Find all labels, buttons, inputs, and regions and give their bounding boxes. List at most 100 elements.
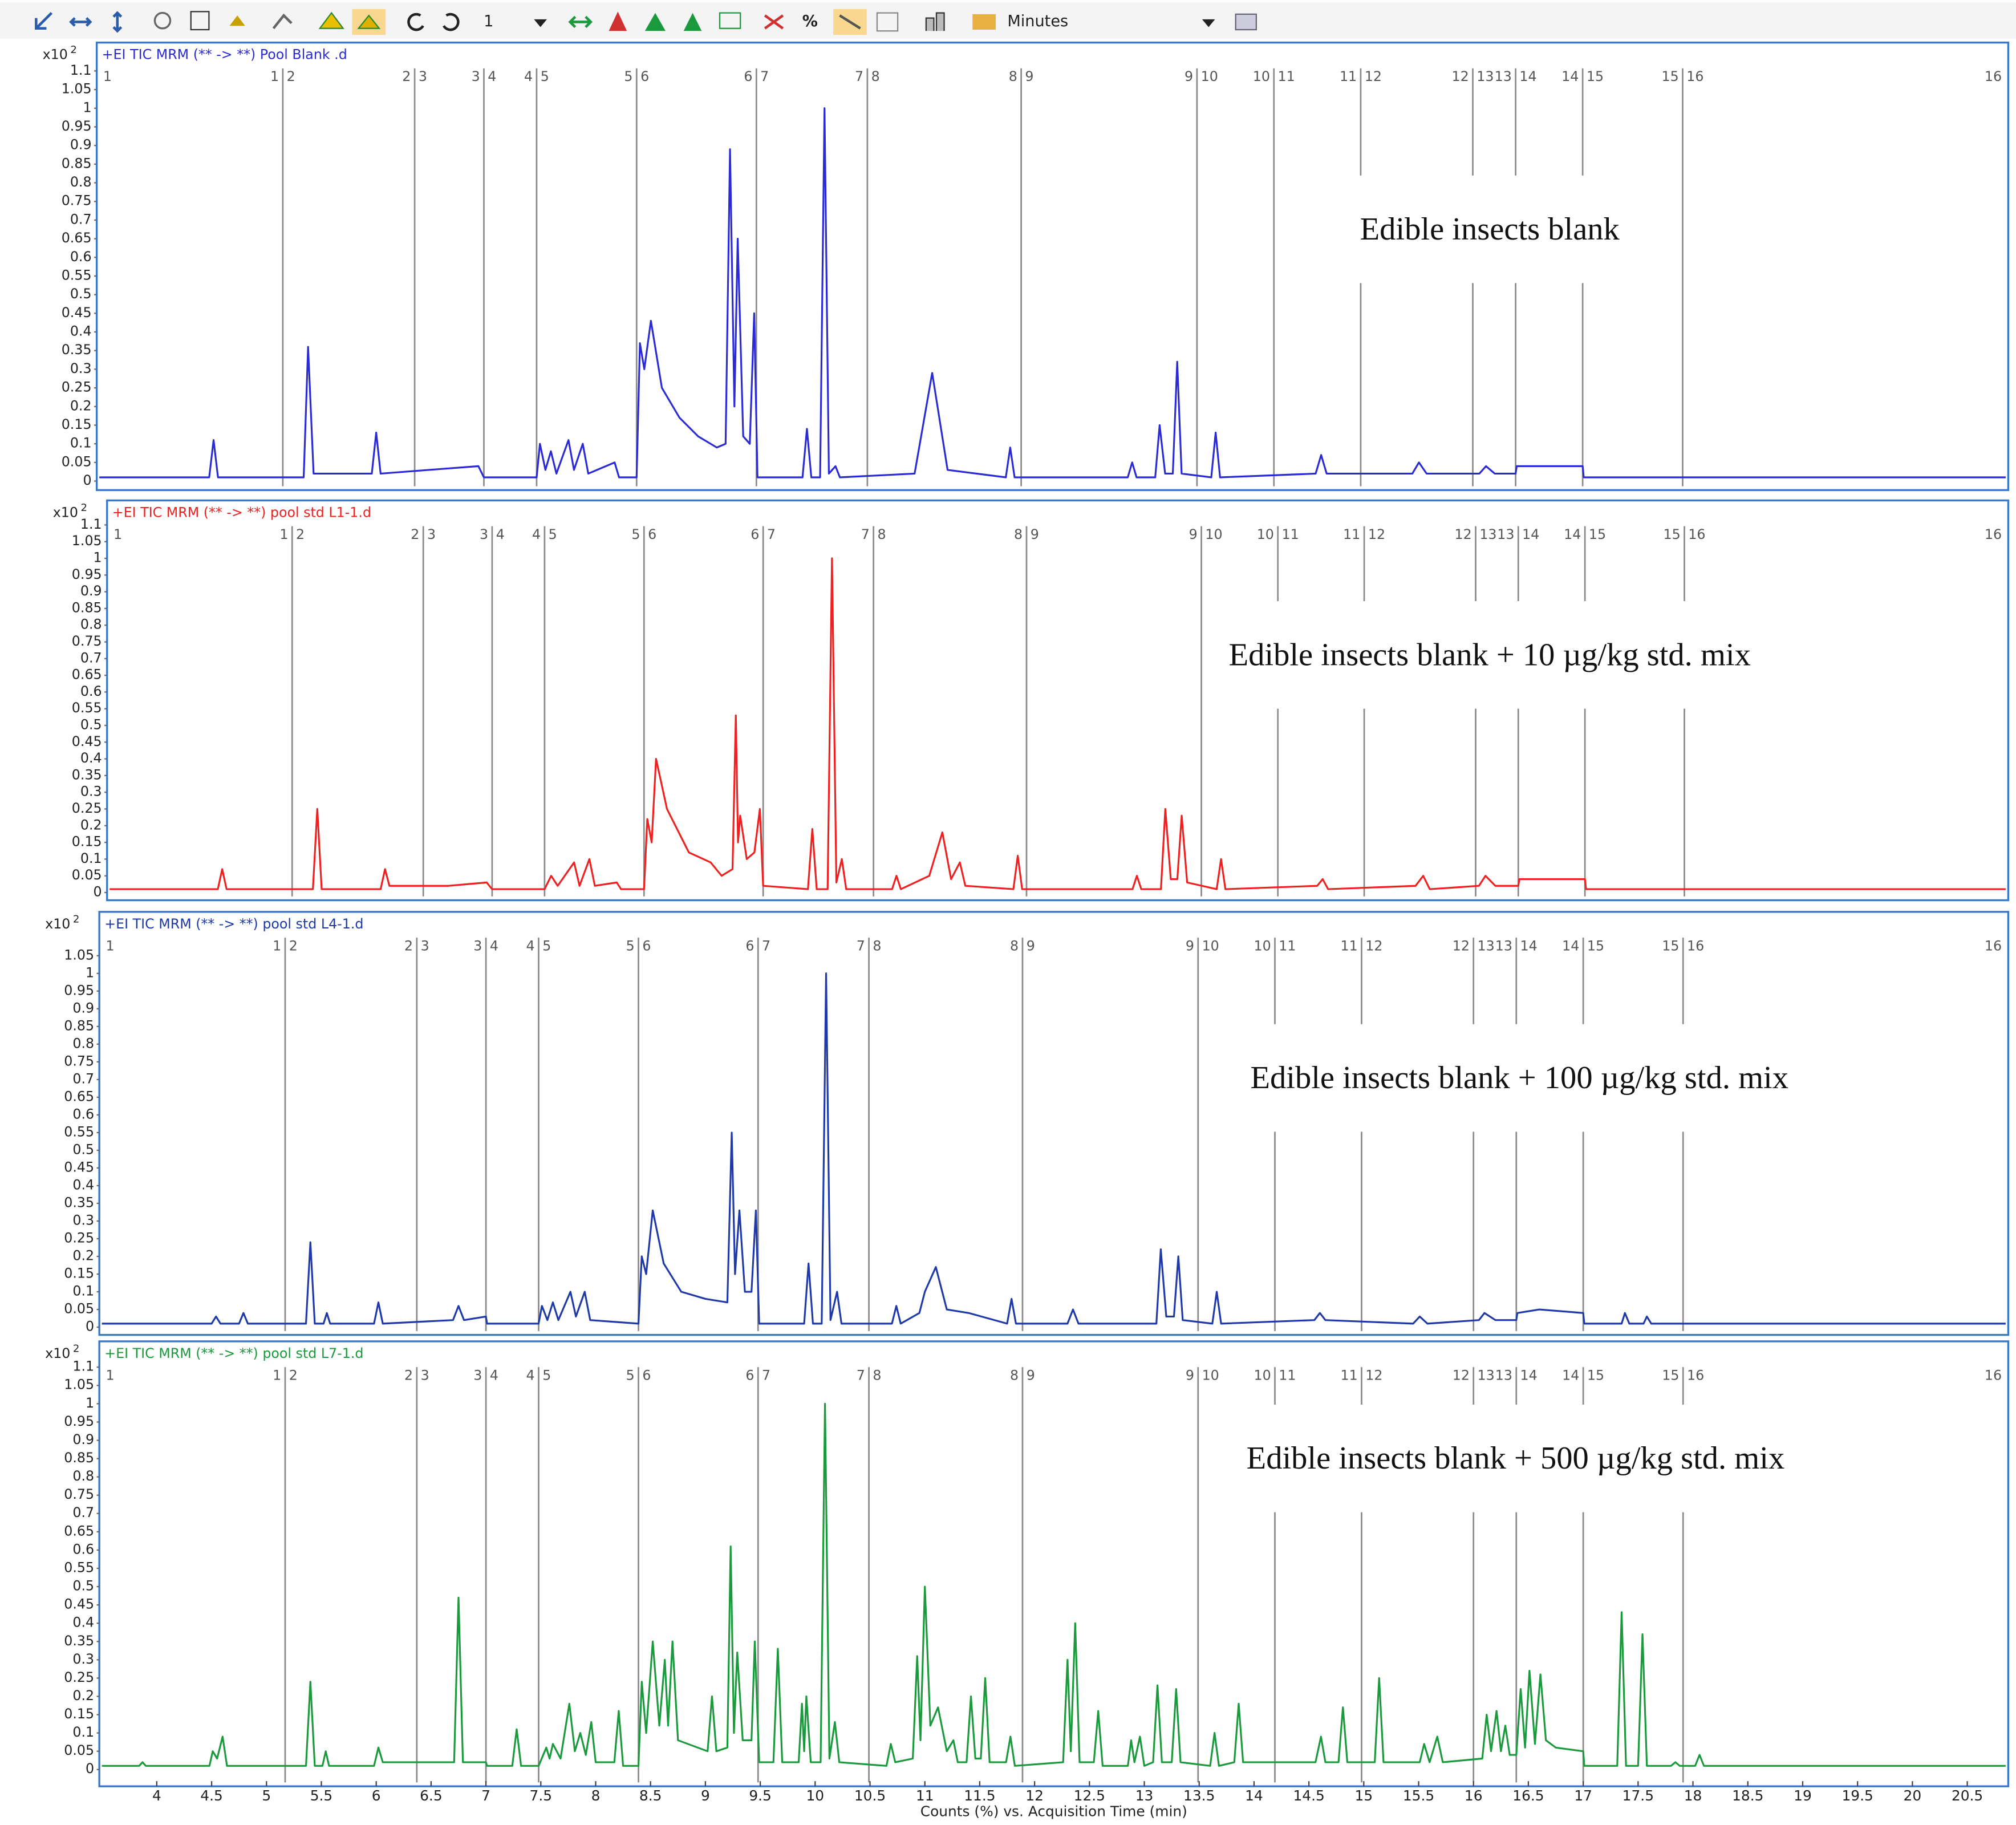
segment-label: 1 [103,68,112,84]
segment-label: 1 [273,1368,281,1384]
segment-label: 13 [1479,526,1496,542]
segment-label: 7 [857,938,865,954]
tool-icon[interactable] [272,13,293,30]
segment-label: 3 [473,1368,482,1384]
y-tick-label: 1 [86,1395,94,1411]
segment-label: 6 [642,1368,651,1384]
y-tick-label: 0.9 [80,583,102,599]
x-tick-label: 20 [1904,1787,1922,1804]
y-tick-label: 0.15 [64,1266,94,1281]
y-tick-label: 0.85 [64,1450,94,1466]
segment-label: 6 [745,1368,754,1384]
y-tick-label: 0.15 [72,834,102,850]
segment-label: 2 [287,68,295,84]
segment-label: 13 [1495,1368,1512,1384]
segment-label: 7 [762,1368,770,1384]
x-tick-label: 14 [1245,1787,1263,1804]
segment-label: 3 [480,526,488,542]
y-tick-label: 0.2 [72,1688,94,1704]
x-tick-label: 9 [701,1787,710,1804]
segment-label: 8 [871,68,880,84]
tool-icon[interactable] [683,13,702,31]
tool-icon[interactable] [69,17,92,27]
y-tick-label: 0.95 [62,118,92,134]
annotation: Edible insects blank + 10 µg/kg std. mix [1229,637,1751,672]
y-tick-label: 0.5 [80,716,102,732]
tool-icon[interactable] [1235,13,1258,31]
zoom-value[interactable]: 1 [484,13,493,30]
tool-icon[interactable] [764,14,784,30]
trace [102,972,2006,1325]
y-tick-label: 0.75 [62,193,92,209]
dropdown-arrow[interactable] [534,19,547,27]
y-tick-label: 0.9 [72,1431,94,1447]
x-tick-label: 4 [152,1787,161,1804]
segment-label: 16 [1985,68,2002,84]
segment-label: 5 [626,938,635,954]
y-tick-label: 0.4 [80,750,102,766]
chart-panel: +EI TIC MRM (** -> **) pool std L7-1.d x1… [45,1340,2010,1819]
segment-label: 5 [549,526,557,542]
y-multiplier: x10 [43,47,68,63]
tool-icon[interactable] [357,14,381,29]
tool-icon[interactable] [876,12,899,32]
tool-icon[interactable] [407,13,424,31]
segment-label: 14 [1564,526,1581,542]
tool-icon[interactable] [318,11,344,29]
tool-icon[interactable] [229,15,245,26]
dropdown-arrow[interactable] [1202,19,1215,27]
y-tick-label: 0.65 [64,1088,94,1104]
x-tick-label: 16.5 [1512,1787,1544,1804]
y-tick-label: 0.15 [64,1706,94,1722]
segment-label: 16 [1688,526,1705,542]
annotation-backing [1235,1024,1804,1132]
tool-icon[interactable] [839,14,861,30]
y-tick-label: 1 [94,550,102,566]
segment-label: 2 [289,1368,298,1384]
y-tick-label: 1 [83,99,91,115]
panel-title: +EI TIC MRM (** -> **) Pool Blank .d [102,47,347,63]
y-tick-label: 0.6 [80,683,102,699]
panel-title: +EI TIC MRM (** -> **) pool std L1-1.d [112,505,371,521]
tool-icon[interactable] [925,12,945,31]
segment-label: 4 [488,68,496,84]
tool-icon[interactable] [443,13,460,31]
tool-icon[interactable] [190,11,210,31]
segment-label: 12 [1453,1368,1470,1384]
tool-icon[interactable] [35,12,53,30]
y-tick-label: 1.1 [80,516,102,532]
annotation-backing [1213,601,1767,709]
segment-label: 9 [1189,526,1198,542]
segment-label: 4 [524,68,533,84]
x-tick-label: 19.5 [1841,1787,1873,1804]
x-tick-label: 11 [916,1787,934,1804]
segment-label: 2 [296,526,305,542]
segment-label: 6 [745,938,754,954]
segment-label: 11 [1340,938,1357,954]
segment-label: 6 [642,938,651,954]
tool-icon[interactable] [609,11,627,31]
tool-icon[interactable] [153,11,172,30]
y-tick-label: 0.25 [72,800,102,816]
tool-icon[interactable] [644,13,666,31]
segment-label: 16 [1985,1368,2002,1384]
segment-label: 2 [411,526,419,542]
x-tick-label: 12 [1025,1787,1044,1804]
tool-icon[interactable] [719,12,741,29]
trace [102,1402,2006,1767]
segment-label: 1 [273,938,281,954]
toolbar: 1 % Minutes [0,2,2016,39]
segment-label: 9 [1186,1368,1194,1384]
y-tick-label: 0.6 [72,1541,94,1557]
y-tick-label: 0.4 [72,1177,94,1193]
tool-icon[interactable] [972,14,996,30]
tool-icon[interactable] [568,15,593,29]
segment-label: 2 [402,68,411,84]
units-select[interactable]: Minutes [1007,13,1068,30]
segment-label: 12 [1455,526,1472,542]
tool-icon[interactable] [112,11,123,33]
x-tick-label: 8.5 [639,1787,662,1804]
percent-button[interactable]: % [802,13,818,30]
y-tick-label: 0.6 [72,1106,94,1122]
x-tick-label: 11.5 [964,1787,995,1804]
